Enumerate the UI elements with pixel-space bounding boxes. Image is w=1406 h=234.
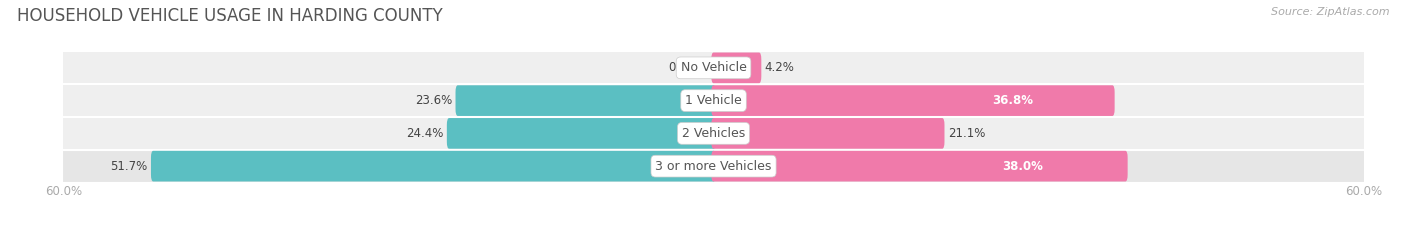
FancyBboxPatch shape — [63, 84, 1364, 118]
Text: 3 or more Vehicles: 3 or more Vehicles — [655, 160, 772, 173]
Text: 23.6%: 23.6% — [415, 94, 453, 107]
FancyBboxPatch shape — [711, 151, 1128, 182]
FancyBboxPatch shape — [63, 149, 1364, 183]
Text: HOUSEHOLD VEHICLE USAGE IN HARDING COUNTY: HOUSEHOLD VEHICLE USAGE IN HARDING COUNT… — [17, 7, 443, 25]
Text: 1 Vehicle: 1 Vehicle — [685, 94, 742, 107]
FancyBboxPatch shape — [711, 85, 1115, 116]
FancyBboxPatch shape — [63, 51, 1364, 85]
Text: 51.7%: 51.7% — [111, 160, 148, 173]
Text: 38.0%: 38.0% — [1002, 160, 1043, 173]
FancyBboxPatch shape — [711, 118, 945, 149]
Text: 0.28%: 0.28% — [668, 61, 704, 74]
FancyBboxPatch shape — [710, 59, 714, 76]
FancyBboxPatch shape — [456, 85, 716, 116]
Text: 21.1%: 21.1% — [948, 127, 986, 140]
Text: 36.8%: 36.8% — [993, 94, 1033, 107]
FancyBboxPatch shape — [447, 118, 716, 149]
FancyBboxPatch shape — [63, 116, 1364, 150]
Text: 24.4%: 24.4% — [406, 127, 444, 140]
Text: Source: ZipAtlas.com: Source: ZipAtlas.com — [1271, 7, 1389, 17]
Text: 2 Vehicles: 2 Vehicles — [682, 127, 745, 140]
FancyBboxPatch shape — [711, 52, 761, 83]
FancyBboxPatch shape — [150, 151, 716, 182]
Text: No Vehicle: No Vehicle — [681, 61, 747, 74]
Text: 4.2%: 4.2% — [765, 61, 794, 74]
